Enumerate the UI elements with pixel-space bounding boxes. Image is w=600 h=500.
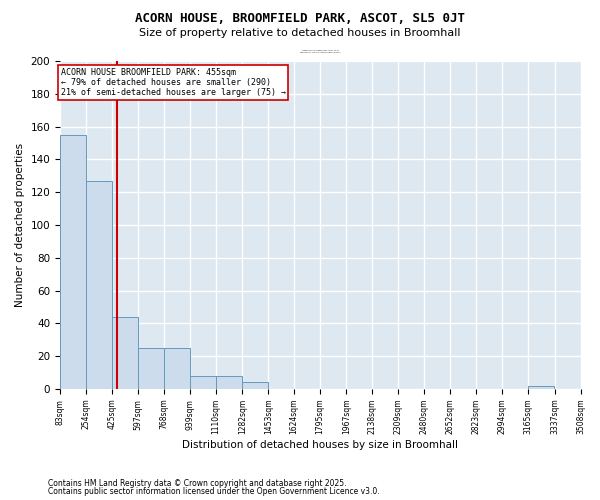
Text: Size of property relative to detached houses in Broomhall: Size of property relative to detached ho… — [139, 28, 461, 38]
Bar — [60, 135, 86, 389]
Bar — [164, 348, 190, 389]
Y-axis label: Number of detached properties: Number of detached properties — [15, 143, 25, 307]
Bar — [86, 180, 112, 389]
Text: Contains HM Land Registry data © Crown copyright and database right 2025.: Contains HM Land Registry data © Crown c… — [48, 478, 347, 488]
Bar — [112, 317, 138, 389]
Bar — [190, 376, 216, 389]
Text: ACORN HOUSE BROOMFIELD PARK: 455sqm
← 79% of detached houses are smaller (290)
2: ACORN HOUSE BROOMFIELD PARK: 455sqm ← 79… — [61, 68, 286, 98]
Bar — [242, 382, 268, 389]
Bar — [138, 348, 164, 389]
Bar — [529, 386, 554, 389]
Title: ACORN HOUSE, BROOMFIELD PARK, ASCOT, SL5 0JT
Size of property relative to detach: ACORN HOUSE, BROOMFIELD PARK, ASCOT, SL5… — [300, 50, 341, 52]
Text: ACORN HOUSE, BROOMFIELD PARK, ASCOT, SL5 0JT: ACORN HOUSE, BROOMFIELD PARK, ASCOT, SL5… — [135, 12, 465, 26]
Bar — [216, 376, 242, 389]
X-axis label: Distribution of detached houses by size in Broomhall: Distribution of detached houses by size … — [182, 440, 458, 450]
Text: Contains public sector information licensed under the Open Government Licence v3: Contains public sector information licen… — [48, 487, 380, 496]
